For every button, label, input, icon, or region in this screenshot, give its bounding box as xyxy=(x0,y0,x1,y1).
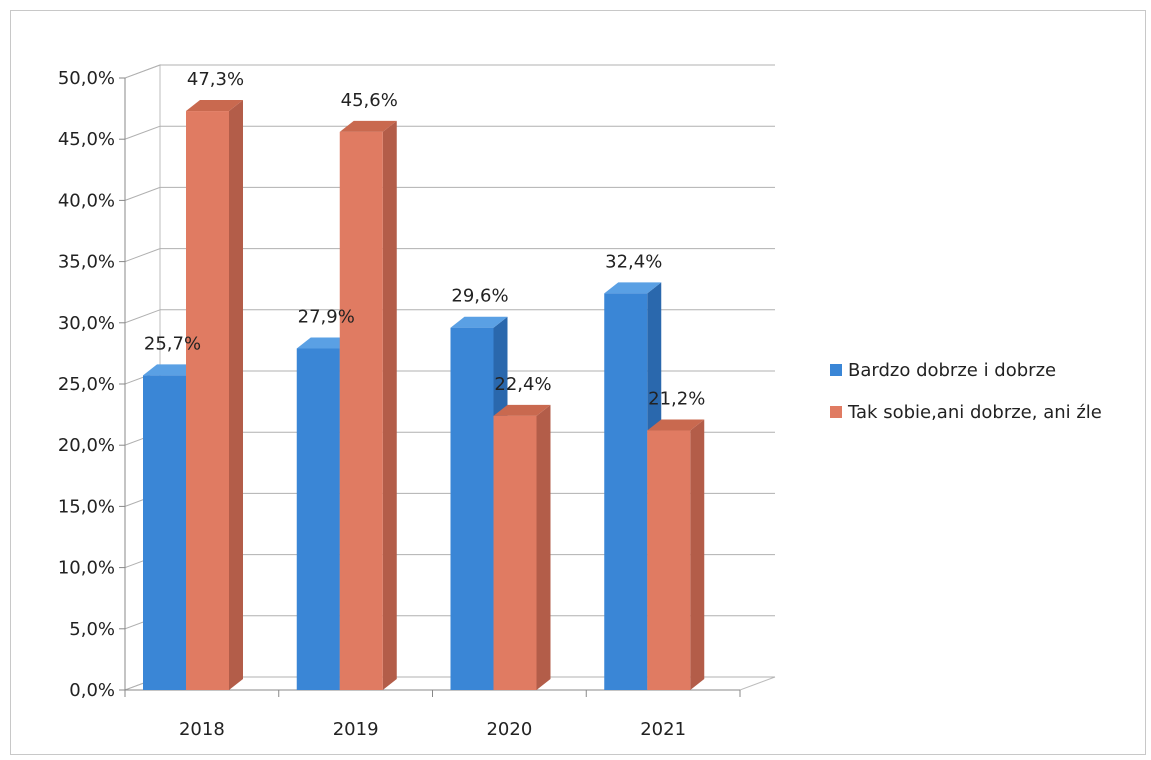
data-label: 32,4% xyxy=(605,251,662,272)
bar-top xyxy=(296,337,354,349)
bars xyxy=(143,100,705,691)
data-label: 22,4% xyxy=(494,374,551,395)
y-tick-label: 50,0% xyxy=(58,68,115,89)
bar-front xyxy=(604,293,648,690)
y-tick-label: 40,0% xyxy=(58,190,115,211)
data-label: 21,2% xyxy=(648,389,705,410)
legend-swatch xyxy=(830,406,842,418)
bar xyxy=(493,404,551,690)
bar-front xyxy=(450,327,494,690)
x-axis-category-labels: 2018 2019 2020 2021 xyxy=(179,719,686,740)
y-tick-label: 15,0% xyxy=(58,496,115,517)
bar-front xyxy=(493,415,537,690)
x-category-label: 2019 xyxy=(333,719,379,740)
bar xyxy=(339,120,397,690)
bar-top xyxy=(186,100,243,112)
x-category-label: 2020 xyxy=(486,719,532,740)
legend: Bardzo dobrze i dobrze Tak sobie,ani dobr… xyxy=(830,360,1102,423)
legend-label: Tak sobie,ani dobrze, ani źle xyxy=(847,402,1102,423)
y-axis-tick-labels: 0,0% 5,0% 10,0% 15,0% 20,0% 25,0% 30,0% 35,0% 40… xyxy=(58,68,115,701)
data-label: 47,3% xyxy=(187,69,244,90)
data-label: 29,6% xyxy=(451,286,508,307)
legend-label: Bardzo dobrze i dobrze xyxy=(848,360,1056,381)
data-label: 25,7% xyxy=(144,333,201,354)
y-tick-label: 45,0% xyxy=(58,129,115,150)
bar-top xyxy=(647,419,705,431)
bar-top xyxy=(493,404,551,416)
legend-swatch xyxy=(830,364,842,376)
y-tick-label: 25,0% xyxy=(58,374,115,395)
bar-front xyxy=(647,430,691,690)
data-labels: 25,7% 47,3% 27,9% 45,6% 29,6% 22,4% 32,4% 21,2% xyxy=(144,69,705,409)
x-category-label: 2021 xyxy=(640,719,686,740)
y-tick-label: 30,0% xyxy=(58,313,115,334)
y-tick-label: 20,0% xyxy=(58,435,115,456)
y-tick-label: 0,0% xyxy=(69,680,115,701)
gridline-diagonal xyxy=(124,125,161,140)
bar-side xyxy=(229,100,243,691)
bar-top xyxy=(339,120,397,132)
data-label: 45,6% xyxy=(341,90,398,111)
bar-front xyxy=(186,111,229,691)
x-category-label: 2018 xyxy=(179,719,225,740)
bar-front xyxy=(143,375,186,690)
data-label: 27,9% xyxy=(298,307,355,328)
y-tick-label: 10,0% xyxy=(58,558,115,579)
bar-top xyxy=(143,364,200,376)
bar-side xyxy=(382,120,397,690)
bar xyxy=(647,419,705,690)
bar-front xyxy=(339,131,383,690)
gridline-diagonal xyxy=(124,186,161,201)
bar xyxy=(186,100,243,691)
gridline-diagonal xyxy=(124,309,161,324)
y-tick-label: 5,0% xyxy=(69,619,115,640)
bar-front xyxy=(296,348,340,690)
bar-top xyxy=(604,282,662,294)
bar-top xyxy=(450,316,508,328)
y-tick-label: 35,0% xyxy=(58,252,115,273)
gridline-diagonal xyxy=(124,248,161,263)
gridline-diagonal xyxy=(124,64,161,79)
bar-side xyxy=(690,419,705,690)
bar-side xyxy=(536,404,551,690)
